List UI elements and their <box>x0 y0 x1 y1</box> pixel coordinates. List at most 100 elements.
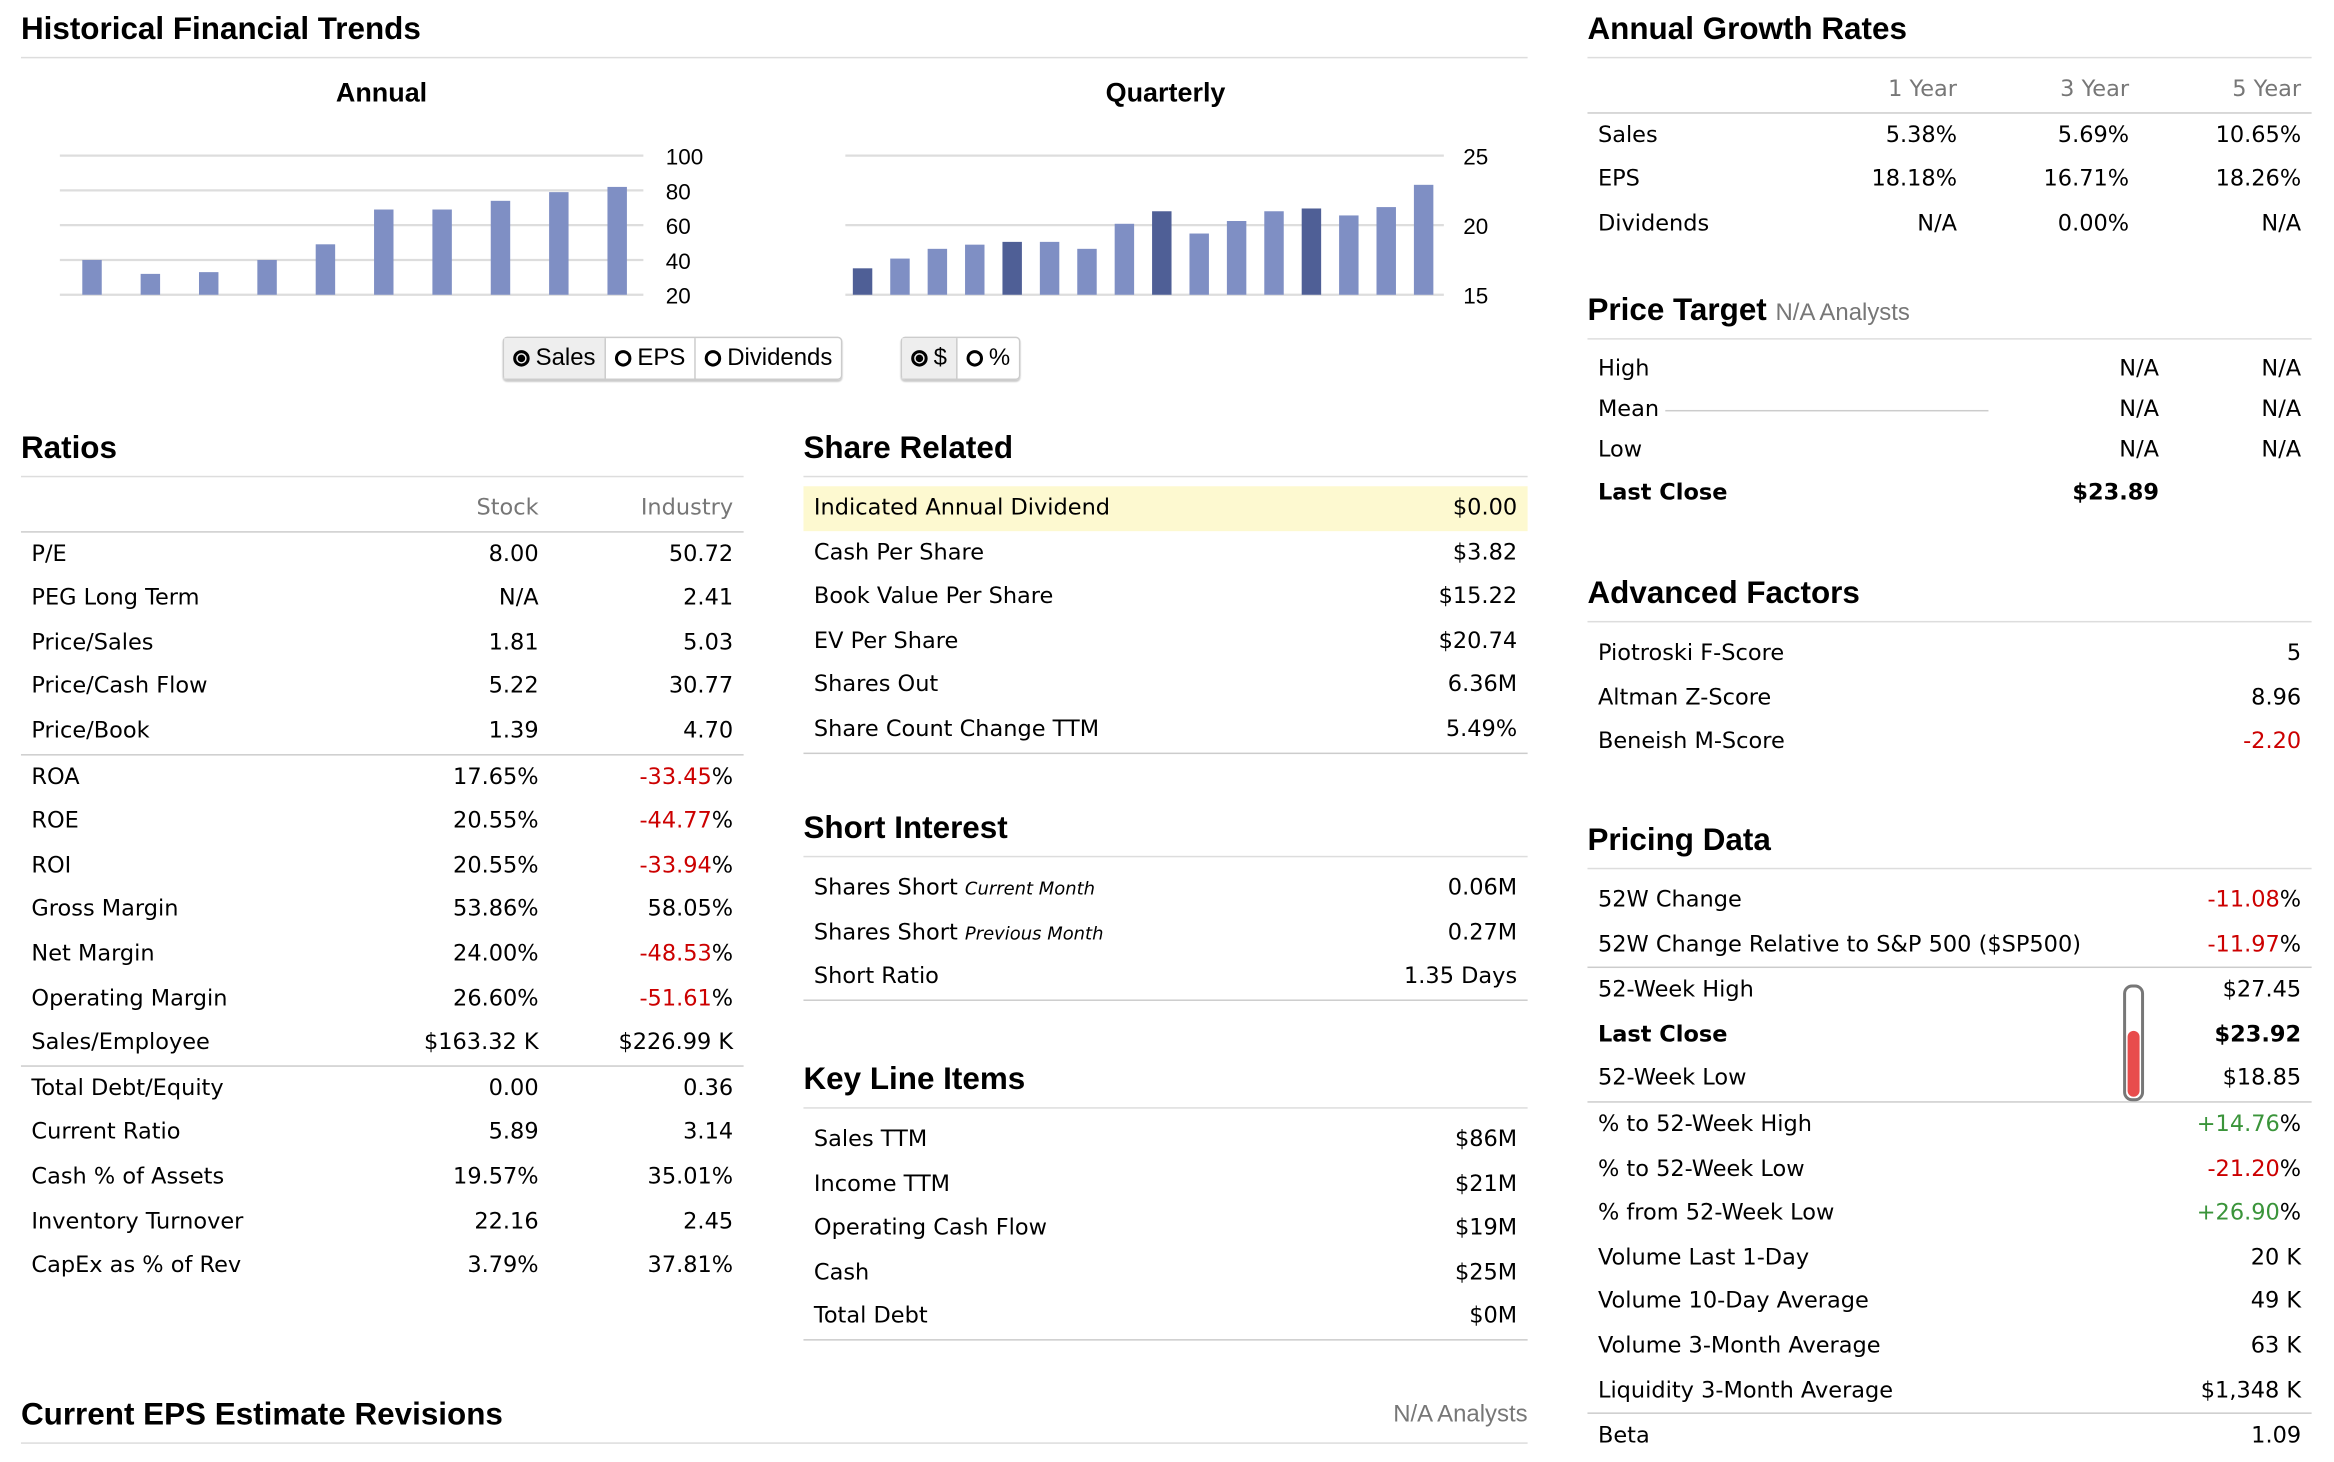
bar <box>1077 248 1097 295</box>
row-label-text: Liquidity 3-Month Average <box>1597 1375 1894 1403</box>
row-label: Piotroski F-Score <box>1598 631 2287 675</box>
section-title: Price Target N/A Analysts <box>1587 290 2312 340</box>
value-number: -33.94 <box>639 850 712 878</box>
row-value: 19.57% <box>453 1162 539 1190</box>
data-row: % from 52-Week Low +26.90% <box>1587 1191 2311 1235</box>
share-related-section: Share Related Indicated Annual Dividend $0… <box>803 428 1528 754</box>
metric-radio-group[interactable]: Sales EPS Dividends <box>502 336 843 381</box>
unit-option[interactable]: % <box>957 338 1019 378</box>
bar <box>890 258 910 295</box>
row-value: 2.45 <box>683 1206 734 1234</box>
section-title: Historical Financial Trends <box>20 9 1528 59</box>
row-label: Low <box>1597 435 1643 463</box>
bar <box>82 259 102 295</box>
col-header: 5 Year <box>2232 74 2302 102</box>
growth-value: 18.26% <box>2215 164 2302 192</box>
row-label: EPS <box>1597 164 1640 192</box>
row-label: % from 52-Week Low <box>1598 1191 2197 1235</box>
section-title-text: Price Target <box>1587 293 1767 328</box>
ratio-row: Gross Margin 53.86% 58.05% <box>21 888 744 932</box>
ratio-row: PEG Long Term N/A 2.41 <box>21 576 744 620</box>
row-value: $86M <box>1454 1125 1518 1153</box>
data-row: Short Ratio 1.35 Days <box>803 955 1528 1001</box>
y-tick-label: 20 <box>1463 214 1488 239</box>
radio-icon <box>513 350 530 367</box>
ratio-row: Operating Margin 26.60% -51.61% <box>21 976 744 1020</box>
data-row: 52-Week High $27.45 <box>1587 968 2311 1012</box>
row-label: 52W Change <box>1598 878 2208 922</box>
row-label: High <box>1597 354 1650 382</box>
value-number: -11.97 <box>2207 930 2280 957</box>
y-tick-label: 15 <box>1463 284 1488 309</box>
metric-option[interactable]: EPS <box>606 338 696 379</box>
row-label-text: 52-Week Low <box>1597 1064 1747 1092</box>
ratio-row: ROE 20.55% -44.77% <box>21 799 744 843</box>
row-value: 0.00 <box>488 1073 539 1101</box>
growth-row: EPS 18.18% 16.71% 18.26% <box>1587 157 2311 201</box>
option-label: Sales <box>535 344 596 371</box>
row-value: -33.94% <box>639 850 734 878</box>
row-value: -33.45% <box>639 762 734 790</box>
row-value: $0M <box>1469 1302 1518 1330</box>
row-label-text: 52W Change Relative to S&P 500 ($SP500) <box>1597 930 2082 957</box>
section-title: Share Related <box>803 428 1528 478</box>
target-value-b: N/A <box>2159 389 2302 430</box>
metric-option[interactable]: Dividends <box>696 338 842 378</box>
row-label: Book Value Per Share <box>814 575 1439 619</box>
data-row: Beneish M-Score -2.20 <box>1587 720 2311 764</box>
row-label-text: Operating Cash Flow <box>813 1213 1047 1241</box>
row-value: 20.55% <box>453 850 539 878</box>
row-value: 5.89 <box>488 1118 539 1146</box>
bar <box>1264 211 1284 295</box>
row-value: 5 <box>2286 638 2302 666</box>
unit-radio-group[interactable]: $% <box>900 336 1021 381</box>
row-label: Sales TTM <box>814 1118 1455 1162</box>
bar <box>140 273 161 295</box>
row-label: Sales <box>1597 120 1658 148</box>
radio-icon <box>614 350 632 367</box>
row-label-text: % to 52-Week High <box>1597 1110 1813 1138</box>
row-value: -44.77% <box>639 806 734 834</box>
row-label-text: Piotroski F-Score <box>1597 638 1785 666</box>
ratio-row: Price/Sales 1.81 5.03 <box>21 621 744 665</box>
analysts-count: N/A Analysts <box>1393 1401 1528 1428</box>
data-row: Volume 10-Day Average 49 K <box>1587 1280 2311 1324</box>
short-interest-section: Short Interest Shares Short Current Month… <box>803 808 1528 1001</box>
row-label: 52-Week High <box>1598 968 2223 1012</box>
row-label-text: % to 52-Week Low <box>1597 1154 1805 1182</box>
ratio-row: P/E 8.00 50.72 <box>21 532 744 576</box>
bar <box>315 244 336 295</box>
section-title: Advanced Factors <box>1587 573 2312 623</box>
ratio-label: Gross Margin <box>31 895 179 923</box>
unit-option[interactable]: $ <box>902 338 958 379</box>
bar <box>1152 211 1172 295</box>
ratios-section: Ratios Stock Industry P/E 8.00 50.72 PEG Long … <box>20 428 744 1288</box>
row-label: Total Debt <box>814 1295 1469 1339</box>
row-label: 52W Change Relative to S&P 500 ($SP500) <box>1598 923 2208 967</box>
target-value-a: N/A <box>1988 348 2160 390</box>
data-row: Shares Short Previous Month 0.27M <box>803 911 1527 955</box>
data-row: EV Per Share $20.74 <box>803 619 1527 663</box>
section-title: Short Interest <box>803 808 1528 858</box>
row-value: $20.74 <box>1438 626 1518 654</box>
row-value: $27.45 <box>2222 975 2302 1003</box>
target-value-a: $23.89 <box>1988 469 2160 515</box>
value-number: -44.77 <box>639 806 712 834</box>
ratio-label: Cash % of Assets <box>31 1162 225 1190</box>
bar <box>1339 215 1359 295</box>
ratio-label: P/E <box>31 539 67 567</box>
row-label: Liquidity 3-Month Average <box>1598 1368 2201 1412</box>
metric-option[interactable]: Sales <box>504 338 607 379</box>
bar <box>490 200 511 295</box>
ratio-row: Net Margin 24.00% -48.53% <box>21 932 744 976</box>
row-value: $163.32 K <box>423 1028 539 1056</box>
data-row: Beta 1.09 <box>1587 1414 2311 1458</box>
target-value-a: N/A <box>1988 389 2160 430</box>
data-row: Liquidity 3-Month Average $1,348 K <box>1587 1368 2312 1415</box>
target-value-b: N/A <box>2159 348 2302 390</box>
data-row: Last Close $23.92 <box>1587 1013 2311 1057</box>
target-value-a: N/A <box>1988 429 2160 470</box>
row-label: Cash Per Share <box>814 531 1453 575</box>
row-value: 3.14 <box>683 1118 734 1146</box>
data-row: Indicated Annual Dividend $0.00 <box>803 486 1528 531</box>
